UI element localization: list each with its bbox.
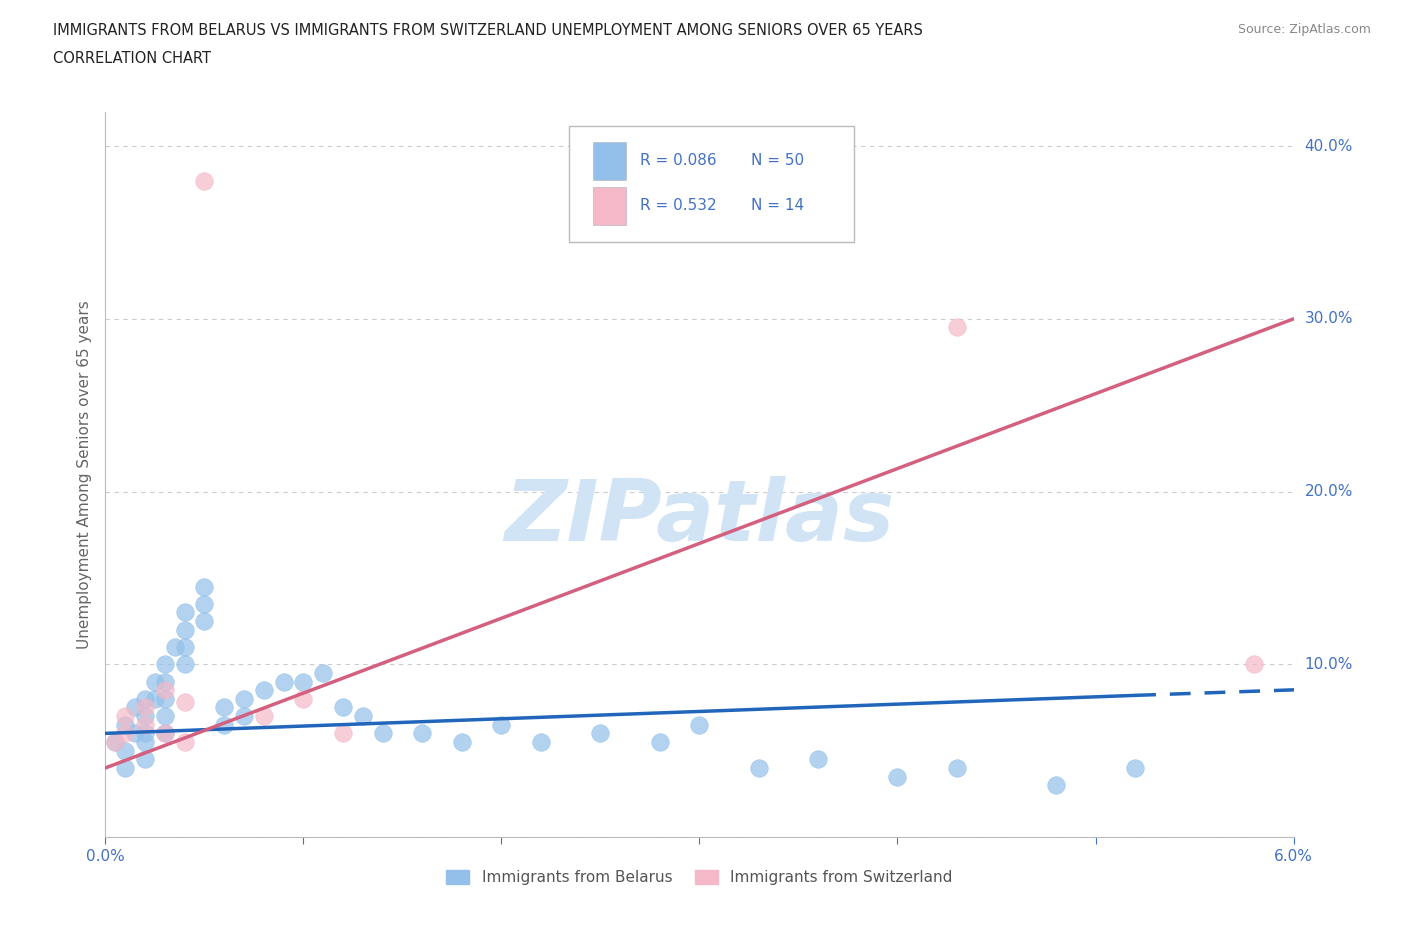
Point [748, 761, 770, 776]
Point [648, 735, 671, 750]
Text: ZIPatlas: ZIPatlas [505, 476, 894, 559]
Point [193, 614, 215, 629]
Text: IMMIGRANTS FROM BELARUS VS IMMIGRANTS FROM SWITZERLAND UNEMPLOYMENT AMONG SENIOR: IMMIGRANTS FROM BELARUS VS IMMIGRANTS FR… [53, 23, 924, 38]
Text: N = 14: N = 14 [751, 198, 804, 213]
Bar [592, 142, 626, 179]
FancyBboxPatch shape [569, 126, 853, 242]
Text: R = 0.532: R = 0.532 [640, 198, 717, 213]
Point [173, 640, 195, 655]
Point [134, 700, 156, 715]
Point [134, 751, 156, 766]
Point [1123, 761, 1146, 776]
Point [312, 666, 335, 681]
Text: 10.0%: 10.0% [1305, 657, 1353, 671]
Point [371, 726, 394, 741]
Point [233, 709, 256, 724]
Point [173, 605, 195, 620]
Point [491, 717, 513, 732]
Text: 40.0%: 40.0% [1305, 139, 1353, 153]
Point [134, 726, 156, 741]
Point [134, 709, 156, 724]
Point [114, 726, 136, 741]
Point [273, 674, 295, 689]
Point [193, 173, 215, 188]
Point [163, 640, 186, 655]
Point [411, 726, 433, 741]
Point [332, 726, 354, 741]
Point [1045, 777, 1067, 792]
Point [134, 735, 156, 750]
Point [173, 657, 195, 671]
Y-axis label: Unemployment Among Seniors over 65 years: Unemployment Among Seniors over 65 years [77, 300, 93, 649]
Point [946, 320, 969, 335]
Point [104, 735, 127, 750]
Point [153, 726, 176, 741]
Point [450, 735, 472, 750]
Point [352, 709, 374, 724]
Point [214, 717, 236, 732]
Point [193, 596, 215, 611]
Point [153, 674, 176, 689]
Point [173, 622, 195, 637]
Point [134, 717, 156, 732]
Point [253, 709, 276, 724]
Point [143, 674, 166, 689]
Point [153, 691, 176, 706]
Point [193, 579, 215, 594]
Point [807, 751, 830, 766]
Point [153, 726, 176, 741]
Point [253, 683, 276, 698]
Bar [592, 187, 626, 225]
Point [233, 691, 256, 706]
Point [153, 657, 176, 671]
Point [173, 695, 195, 710]
Point [114, 709, 136, 724]
Point [114, 717, 136, 732]
Text: 30.0%: 30.0% [1305, 312, 1353, 326]
Point [689, 717, 711, 732]
Legend: Immigrants from Belarus, Immigrants from Switzerland: Immigrants from Belarus, Immigrants from… [440, 864, 959, 891]
Point [124, 726, 146, 741]
Point [292, 674, 315, 689]
Text: R = 0.086: R = 0.086 [640, 153, 717, 168]
Point [1243, 657, 1265, 671]
Point [173, 735, 195, 750]
Point [214, 700, 236, 715]
Point [104, 735, 127, 750]
Text: CORRELATION CHART: CORRELATION CHART [53, 51, 211, 66]
Point [530, 735, 553, 750]
Text: N = 50: N = 50 [751, 153, 804, 168]
Point [114, 761, 136, 776]
Point [332, 700, 354, 715]
Point [143, 691, 166, 706]
Text: 20.0%: 20.0% [1305, 485, 1353, 499]
Point [946, 761, 969, 776]
Point [153, 709, 176, 724]
Point [886, 769, 908, 784]
Point [114, 743, 136, 758]
Point [124, 700, 146, 715]
Point [153, 683, 176, 698]
Point [589, 726, 612, 741]
Text: Source: ZipAtlas.com: Source: ZipAtlas.com [1237, 23, 1371, 36]
Point [134, 691, 156, 706]
Point [292, 691, 315, 706]
